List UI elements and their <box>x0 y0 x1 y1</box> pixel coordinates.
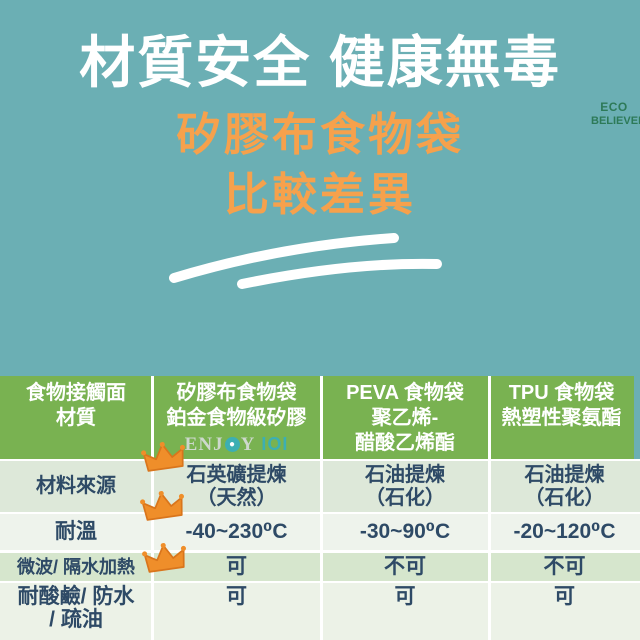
subtitle-line-1: 矽膠布食物袋 <box>175 109 464 160</box>
cell-line: -30~90⁰C <box>359 520 451 543</box>
table-cell: -40~230⁰C <box>152 514 321 550</box>
table-header-silicone: 矽膠布食物袋 鉑金食物級矽膠 ENJ ● Y IOI <box>152 376 321 459</box>
header-line: 熱塑性聚氨酯 <box>501 407 622 429</box>
enjoy101-logo-text: ENJ <box>184 434 224 455</box>
cell-line: （石化） <box>365 486 445 509</box>
table-cell: 石油提煉 （石化） <box>321 461 489 512</box>
table-header-material: 食物接觸面 材質 <box>0 376 152 459</box>
table-header-row: 食物接觸面 材質 矽膠布食物袋 鉑金食物級矽膠 ENJ ● Y IOI PEVA… <box>0 376 634 459</box>
header-line: 醋酸乙烯酯 <box>355 432 455 454</box>
header-line: 聚乙烯- <box>371 407 439 429</box>
cell-line: 微波/ 隔水加熱 <box>16 557 135 577</box>
eco-believer-logo-line1: ECO <box>600 100 628 114</box>
cell-line: 可 <box>394 585 416 608</box>
cell-line: / 疏油 <box>49 608 103 631</box>
cell-line: 不可 <box>384 555 426 578</box>
cell-line: -40~230⁰C <box>185 520 288 543</box>
table-header-peva: PEVA 食物袋 聚乙烯- 醋酸乙烯酯 <box>321 376 489 459</box>
table-cell: 不可 <box>321 553 489 581</box>
column-divider <box>320 376 323 640</box>
header-line: 鉑金食物級矽膠 <box>166 407 307 429</box>
cell-line: -20~120⁰C <box>513 520 616 543</box>
cell-line: 耐溫 <box>55 520 97 543</box>
cell-line: 耐酸鹼/ 防水 <box>17 585 135 608</box>
table-cell: 不可 <box>489 553 640 581</box>
enjoy101-o-eye-icon: ● <box>224 437 240 452</box>
header-line: PEVA 食物袋 <box>346 382 464 404</box>
cell-line: 可 <box>226 585 247 608</box>
table-cell: -20~120⁰C <box>489 514 640 550</box>
cell-line: （天然） <box>196 486 277 509</box>
header-line: 材質 <box>56 407 96 429</box>
header-line: 矽膠布食物袋 <box>176 382 297 404</box>
header-line: 食物接觸面 <box>26 382 126 404</box>
row-label: 材料來源 <box>0 461 152 512</box>
table-cell: -30~90⁰C <box>321 514 489 550</box>
enjoy101-logo: ENJ ● Y IOI <box>185 432 289 457</box>
enjoy101-logo-number: IOI <box>261 434 289 454</box>
row-label: 耐酸鹼/ 防水 / 疏油 <box>0 583 152 640</box>
cell-line: 石油提煉 <box>365 463 445 486</box>
table-cell: 石油提煉 （石化） <box>489 461 640 512</box>
table-cell: 可 <box>152 583 321 640</box>
cell-line: 石油提煉 <box>524 463 605 486</box>
cell-line: 材料來源 <box>36 475 116 497</box>
crown-icon <box>141 441 185 472</box>
header-line: TPU 食物袋 <box>508 382 615 404</box>
eco-believer-logo: ECO BELIEVER <box>591 100 640 128</box>
cell-line: （石化） <box>524 486 605 509</box>
table-cell: 可 <box>321 583 489 640</box>
cell-line: 可 <box>554 585 575 608</box>
cell-line: 可 <box>226 555 247 578</box>
cell-line: 石英礦提煉 <box>186 463 287 486</box>
table-cell: 石英礦提煉 （天然） <box>152 461 321 512</box>
eco-believer-logo-line2: BELIEVER <box>591 115 640 127</box>
crown-icon <box>142 542 186 573</box>
table-cell: 可 <box>152 553 321 581</box>
crown-icon <box>140 490 184 521</box>
page-title: 材質安全 健康無毒 <box>79 31 561 94</box>
enjoy101-logo-text: Y <box>240 434 256 455</box>
row-label: 微波/ 隔水加熱 <box>0 553 152 581</box>
cell-line: 不可 <box>543 555 586 578</box>
subtitle-line-2: 比較差異 <box>223 169 416 220</box>
underline-swoosh-icon <box>169 233 442 289</box>
table-cell: 可 <box>489 583 640 640</box>
table-header-tpu: TPU 食物袋 熱塑性聚氨酯 <box>489 376 634 459</box>
row-label: 耐溫 <box>0 514 152 550</box>
column-divider <box>488 376 491 640</box>
